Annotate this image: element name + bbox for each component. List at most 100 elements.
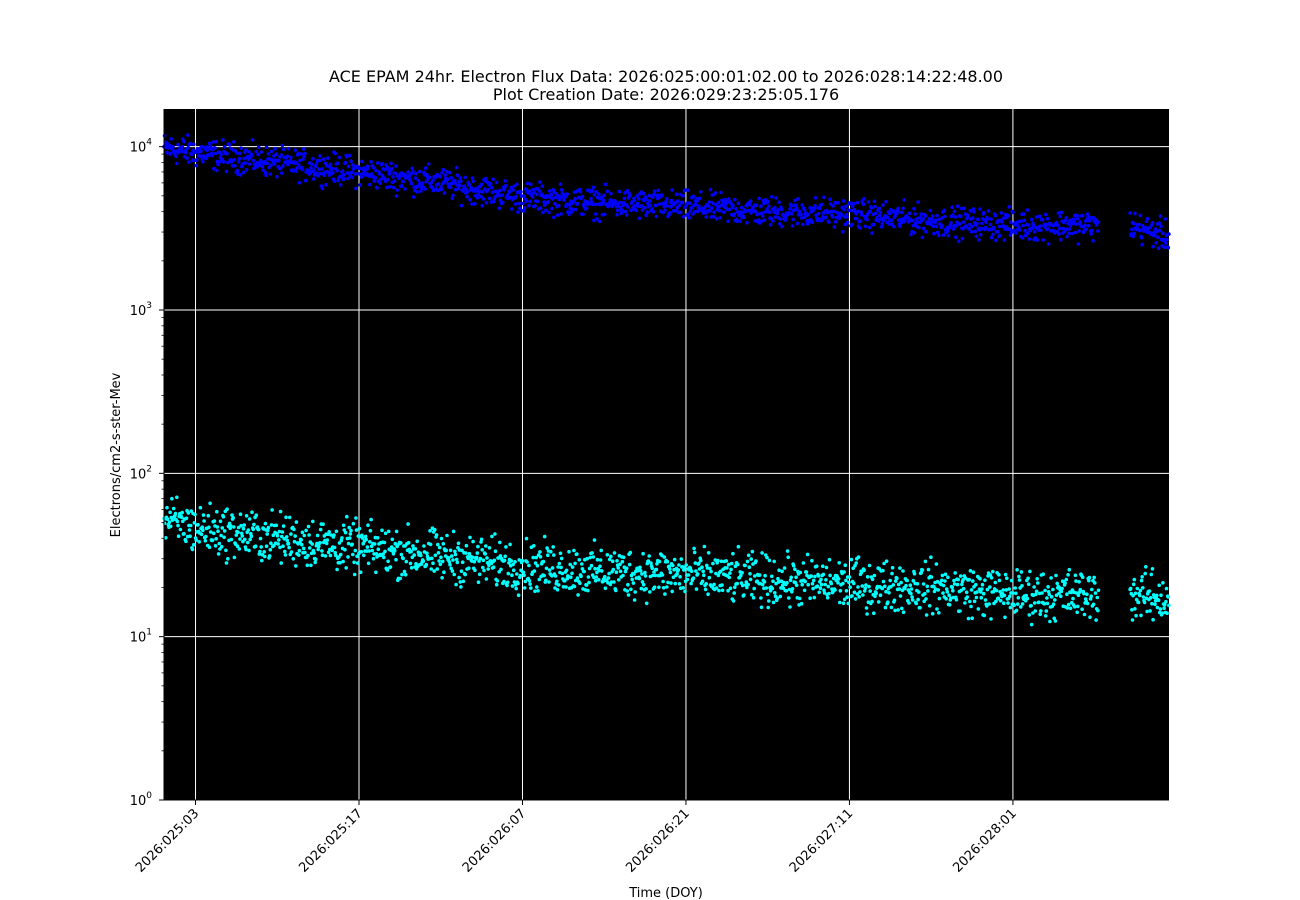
series-2-point — [415, 539, 420, 544]
series-2-point — [1165, 611, 1169, 615]
series-1-point — [1003, 212, 1008, 217]
series-1-point — [295, 166, 299, 170]
series-2-point — [194, 538, 198, 542]
series-1-point — [605, 189, 610, 194]
series-1-point — [497, 206, 502, 210]
series-1-point — [873, 204, 877, 209]
series-2-point — [729, 567, 733, 572]
series-2-point — [589, 563, 594, 568]
series-1-point — [213, 146, 217, 150]
series-1-point — [244, 168, 249, 172]
series-1-point — [887, 222, 891, 226]
series-1-point — [575, 201, 580, 206]
series-1-point — [494, 180, 499, 185]
series-2-point — [162, 521, 167, 526]
series-1-point — [242, 156, 246, 161]
series-2-point — [527, 563, 531, 568]
series-2-point — [998, 598, 1003, 603]
series-2-point — [714, 586, 719, 590]
series-1-point — [762, 218, 767, 222]
series-2-point — [455, 560, 460, 565]
series-2-point — [259, 545, 264, 549]
series-2-point — [486, 567, 491, 571]
series-1-point — [892, 224, 896, 229]
series-1-point — [187, 160, 191, 164]
series-2-point — [1142, 600, 1147, 605]
series-2-point — [988, 585, 992, 589]
series-1-point — [930, 214, 935, 218]
series-1-point — [1008, 233, 1013, 237]
series-2-point — [1045, 601, 1050, 606]
series-2-point — [974, 595, 979, 600]
series-2-point — [829, 581, 834, 586]
series-1-point — [756, 218, 761, 222]
series-2-point — [1012, 603, 1016, 607]
series-1-point — [637, 196, 641, 201]
series-1-point — [538, 206, 543, 210]
series-1-point — [1087, 223, 1091, 228]
series-2-point — [653, 573, 657, 578]
series-2-point — [611, 567, 616, 572]
series-1-point — [1085, 212, 1090, 216]
series-2-point — [919, 571, 923, 575]
series-2-point — [412, 553, 417, 557]
series-2-point — [824, 578, 828, 582]
series-2-point — [438, 562, 443, 567]
series-1-point — [386, 177, 390, 182]
series-2-point — [250, 510, 254, 514]
series-1-point — [542, 200, 546, 204]
series-2-point — [1051, 602, 1056, 606]
series-2-point — [248, 537, 252, 542]
series-1-point — [773, 205, 777, 210]
series-2-point — [202, 519, 206, 523]
series-2-point — [731, 551, 735, 556]
series-1-point — [615, 213, 619, 217]
series-2-point — [210, 538, 215, 542]
series-2-point — [1005, 576, 1009, 580]
series-2-point — [473, 568, 477, 572]
series-2-point — [1162, 606, 1166, 610]
series-1-point — [247, 162, 252, 166]
series-1-point — [711, 201, 715, 205]
series-2-point — [966, 616, 971, 621]
series-2-point — [165, 505, 169, 510]
series-2-point — [1024, 593, 1028, 598]
series-2-point — [989, 617, 993, 621]
series-2-point — [1085, 601, 1090, 606]
series-2-point — [188, 534, 192, 538]
series-2-point — [740, 583, 745, 588]
series-2-point — [1130, 608, 1134, 612]
series-2-point — [590, 551, 594, 555]
series-1-point — [620, 209, 625, 213]
series-1-point — [610, 203, 615, 207]
series-2-point — [1133, 591, 1138, 596]
series-1-point — [628, 193, 633, 198]
series-1-point — [665, 204, 670, 208]
series-2-point — [359, 549, 364, 554]
series-2-point — [739, 573, 743, 578]
series-1-point — [440, 170, 444, 175]
series-2-point — [370, 548, 375, 553]
series-1-point — [675, 199, 680, 203]
series-2-point — [271, 533, 276, 537]
series-2-point — [733, 585, 737, 590]
series-2-point — [997, 572, 1001, 577]
series-2-point — [1074, 579, 1078, 583]
series-2-point — [1008, 594, 1012, 599]
series-2-point — [376, 547, 381, 552]
series-2-point — [339, 538, 344, 543]
series-1-point — [951, 227, 956, 231]
series-2-point — [929, 555, 933, 559]
series-2-point — [767, 558, 772, 563]
series-2-point — [1015, 568, 1019, 572]
series-2-point — [481, 565, 485, 570]
series-2-point — [754, 559, 758, 563]
x-axis: 2026:025:03 2026:025:17 2026:026:07 2026:02… — [133, 799, 1169, 876]
series-2-point — [776, 576, 780, 581]
series-1-point — [842, 207, 846, 212]
series-2-point — [401, 556, 406, 561]
series-2-point — [464, 543, 469, 548]
series-1-point — [584, 206, 589, 211]
series-2-point — [884, 589, 888, 594]
series-1-point — [921, 226, 926, 231]
